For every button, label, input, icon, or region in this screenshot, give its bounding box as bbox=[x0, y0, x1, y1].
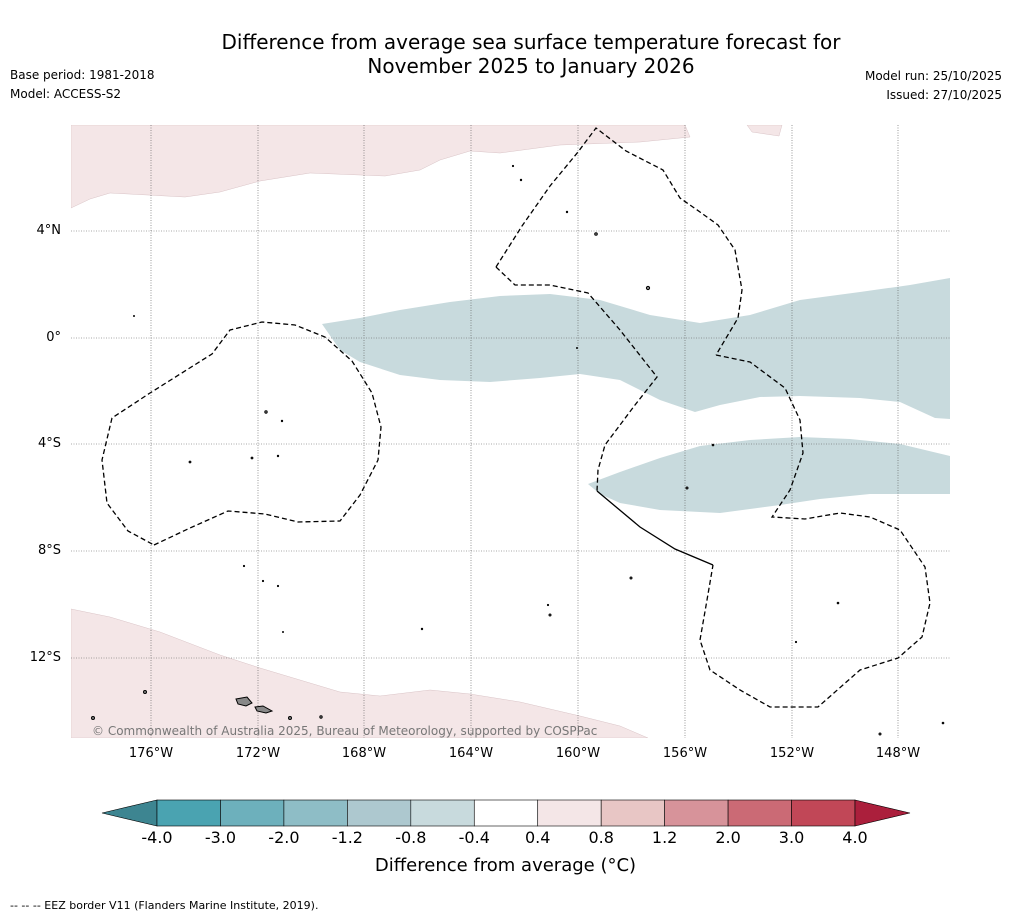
copyright-notice: © Commonwealth of Australia 2025, Bureau… bbox=[92, 724, 598, 738]
colorbar-label: Difference from average (°C) bbox=[374, 855, 637, 876]
colorbar-bin-8 bbox=[664, 799, 729, 827]
warm-anomaly-south bbox=[71, 608, 649, 738]
eez-border-north-west-arm bbox=[495, 266, 658, 492]
island-samoa-east bbox=[254, 705, 274, 714]
lon-label-148w: 148°W bbox=[875, 746, 921, 761]
eez-border-east bbox=[699, 354, 931, 708]
colorbar-tick-label: -1.2 bbox=[331, 828, 363, 847]
colorbar-tick-label: -4.0 bbox=[141, 828, 173, 847]
base-period: Base period: 1981-2018 bbox=[10, 68, 155, 82]
lat-label-4s: 4°S bbox=[37, 436, 61, 451]
colorbar-under-arrow bbox=[101, 799, 158, 827]
eez-borders bbox=[101, 127, 931, 708]
title-line-1: Difference from average sea surface temp… bbox=[221, 30, 841, 54]
meta-left: Base period: 1981-2018 Model: ACCESS-S2 bbox=[10, 66, 155, 104]
colorbar-bin-6 bbox=[537, 799, 602, 827]
lon-label-168w: 168°W bbox=[341, 746, 387, 761]
eez-border-solid-segment bbox=[596, 490, 714, 566]
warm-anomaly-north bbox=[71, 125, 691, 209]
colorbar-over-arrow bbox=[854, 799, 911, 827]
colorbar-tick-label: 4.0 bbox=[842, 828, 868, 847]
cool-anomaly-south bbox=[588, 437, 950, 513]
colorbar-tick-label: -3.0 bbox=[204, 828, 237, 847]
lon-label-156w: 156°W bbox=[662, 746, 708, 761]
lat-label-4n: 4°N bbox=[36, 223, 62, 238]
lon-label-172w: 172°W bbox=[235, 746, 281, 761]
lon-label-152w: 152°W bbox=[769, 746, 815, 761]
lon-label-160w: 160°W bbox=[555, 746, 601, 761]
lat-label-12s: 12°S bbox=[29, 650, 61, 665]
title-line-2: November 2025 to January 2026 bbox=[367, 54, 695, 78]
colorbar-bin-1 bbox=[220, 799, 285, 827]
map-title: Difference from average sea surface temp… bbox=[0, 30, 1011, 78]
colorbar-tick-label: 3.0 bbox=[778, 828, 805, 847]
lat-label-8s: 8°S bbox=[37, 543, 61, 558]
colorbar-tick-label: 1.2 bbox=[651, 828, 678, 847]
model-run: Model run: 25/10/2025 bbox=[864, 69, 1002, 83]
lon-label-164w: 164°W bbox=[448, 746, 494, 761]
colorbar-tick-label: 0.8 bbox=[588, 828, 614, 847]
colorbar-bin-9 bbox=[727, 799, 792, 827]
eez-legend-footnote: -- -- -- EEZ border V11 (Flanders Marine… bbox=[10, 899, 319, 912]
issued-date: Issued: 27/10/2025 bbox=[886, 88, 1002, 102]
colorbar-bin-5 bbox=[473, 799, 539, 827]
colorbar-tick-label: 2.0 bbox=[715, 828, 741, 847]
lon-label-176w: 176°W bbox=[128, 746, 174, 761]
colorbar-bin-10 bbox=[791, 799, 856, 827]
gridlines bbox=[71, 125, 950, 738]
colorbar-bin-0 bbox=[156, 799, 221, 827]
cool-anomaly-equatorial bbox=[322, 278, 950, 419]
islands bbox=[91, 164, 945, 736]
lat-label-equator: 0° bbox=[46, 330, 61, 345]
colorbar-bin-2 bbox=[283, 799, 348, 827]
eez-border-west bbox=[101, 321, 382, 546]
colorbar-tick-label: 0.4 bbox=[524, 828, 551, 847]
eez-border-southwest bbox=[699, 564, 714, 641]
colorbar-tick-label: -2.0 bbox=[268, 828, 300, 847]
colorbar-bin-7 bbox=[600, 799, 665, 827]
colorbar-tick-label: -0.8 bbox=[395, 828, 427, 847]
meta-right: Model run: 25/10/2025 Issued: 27/10/2025 bbox=[865, 67, 1002, 105]
model-name: Model: ACCESS-S2 bbox=[10, 87, 122, 101]
colorbar-bin-4 bbox=[410, 799, 475, 827]
colorbar-bin-3 bbox=[347, 799, 412, 827]
eez-border-north bbox=[495, 127, 743, 356]
island-samoa-west bbox=[235, 696, 253, 707]
colorbar bbox=[101, 799, 911, 827]
warm-anomaly-northeast bbox=[746, 125, 783, 137]
map-area bbox=[71, 125, 950, 738]
colorbar-tick-label: -0.4 bbox=[458, 828, 490, 847]
